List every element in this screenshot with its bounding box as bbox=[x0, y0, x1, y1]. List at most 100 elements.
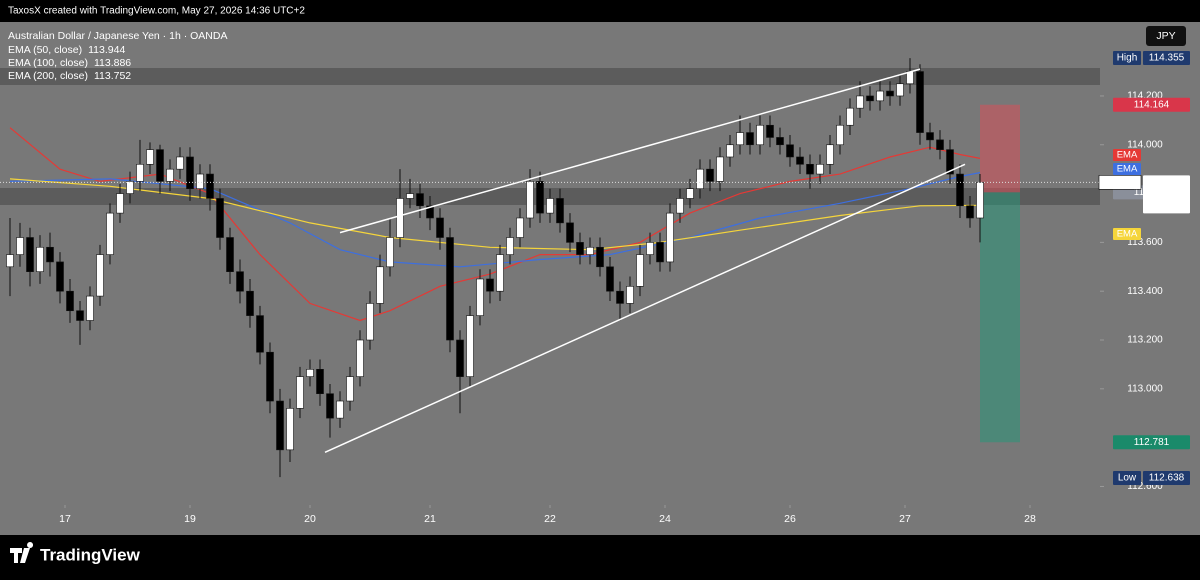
candle-body bbox=[826, 144, 834, 165]
candle-body bbox=[236, 271, 244, 292]
candle-body bbox=[956, 173, 964, 207]
candle-body bbox=[756, 124, 764, 146]
ema-line bbox=[9, 127, 981, 322]
legend-name: EMA (200, close) bbox=[8, 70, 88, 82]
candle-body bbox=[226, 237, 234, 272]
last-change: +0.48% bbox=[1149, 189, 1183, 200]
candle-body bbox=[66, 290, 74, 312]
candle-body bbox=[656, 242, 664, 263]
ema-line bbox=[9, 172, 981, 268]
currency-button[interactable] bbox=[1146, 26, 1186, 46]
candle-body bbox=[876, 90, 884, 102]
candle-body bbox=[156, 149, 164, 182]
ema-tag: EMA bbox=[1117, 150, 1138, 161]
candle-body bbox=[836, 124, 844, 146]
candle-body bbox=[56, 261, 64, 292]
x-tick-label: 17 bbox=[59, 513, 71, 525]
candle-body bbox=[446, 237, 454, 341]
candle-body bbox=[276, 400, 284, 451]
candle-body bbox=[606, 266, 614, 292]
candle-body bbox=[926, 132, 934, 141]
last-price: 113.846 bbox=[1148, 177, 1184, 188]
candle-body bbox=[116, 193, 124, 214]
y-tick-label: 113.400 bbox=[1127, 286, 1163, 297]
candle-body bbox=[496, 254, 504, 292]
countdown: 23:40 bbox=[1153, 201, 1178, 212]
candle-body bbox=[626, 286, 634, 304]
candle-body bbox=[586, 246, 594, 255]
y-tick-label: 114.000 bbox=[1127, 139, 1163, 150]
stop-tag-bg bbox=[1113, 97, 1190, 112]
candle-body bbox=[396, 198, 404, 238]
candle-body bbox=[676, 198, 684, 214]
candle-body bbox=[716, 156, 724, 182]
candle-body bbox=[46, 246, 54, 263]
low-tag: 112.638 bbox=[1149, 473, 1185, 484]
candle-body bbox=[686, 188, 694, 199]
candle-body bbox=[566, 222, 574, 243]
candle-body bbox=[816, 163, 824, 175]
candle-body bbox=[736, 132, 744, 146]
candle-body bbox=[936, 139, 944, 150]
target-tag-bg bbox=[1113, 435, 1190, 450]
y-tick-label: 113.000 bbox=[1127, 383, 1163, 394]
candle-body bbox=[336, 400, 344, 419]
candle-body bbox=[96, 254, 104, 297]
ema-tag: EMA bbox=[1117, 229, 1138, 240]
ema-tag: EMA bbox=[1117, 164, 1138, 175]
candle-body bbox=[616, 290, 624, 304]
candle-body bbox=[306, 369, 314, 377]
candle-body bbox=[106, 212, 114, 255]
header-title: TaxosX created with TradingView.com, May… bbox=[8, 6, 305, 17]
legend-value: 113.944 bbox=[88, 44, 125, 56]
candle-body bbox=[166, 168, 174, 182]
candle-body bbox=[406, 193, 414, 199]
low-tag-bg bbox=[1143, 471, 1190, 485]
x-tick-label: 19 bbox=[184, 513, 196, 525]
candle-body bbox=[476, 278, 484, 316]
candle-body bbox=[26, 237, 34, 272]
candle-body bbox=[646, 242, 654, 255]
trendline bbox=[324, 163, 966, 453]
symbol-tag-bg bbox=[1098, 175, 1142, 190]
candle-body bbox=[246, 290, 254, 316]
high-tag-bg bbox=[1143, 51, 1190, 65]
logo-icon bbox=[10, 542, 34, 563]
candle-body bbox=[346, 376, 354, 402]
high-tag-label: High bbox=[1117, 53, 1138, 64]
y-tick-label: 113.600 bbox=[1127, 237, 1163, 248]
candle-body bbox=[316, 369, 324, 395]
candle-body bbox=[796, 156, 804, 165]
candle-body bbox=[216, 198, 224, 238]
position-target bbox=[980, 192, 1020, 443]
candle-body bbox=[946, 149, 954, 175]
candle-body bbox=[806, 163, 814, 175]
candle-body bbox=[466, 315, 474, 377]
currency-label[interactable]: JPY bbox=[1156, 30, 1175, 42]
candle-body bbox=[256, 315, 264, 353]
band bbox=[0, 68, 1100, 85]
x-tick-label: 24 bbox=[659, 513, 671, 525]
candle-body bbox=[766, 124, 774, 138]
x-tick-label: 22 bbox=[544, 513, 556, 525]
candle-body bbox=[386, 237, 394, 268]
trendline bbox=[339, 68, 921, 234]
candle-body bbox=[706, 168, 714, 182]
symbol-tag: AUDJPY bbox=[1100, 177, 1140, 188]
candle-body bbox=[16, 237, 24, 255]
candle-body bbox=[786, 144, 794, 158]
candle-body bbox=[596, 246, 604, 268]
footer-logo: TradingView bbox=[10, 542, 141, 564]
candle-body bbox=[516, 217, 524, 238]
candle-body bbox=[726, 144, 734, 158]
footer-brand: TradingView bbox=[40, 545, 141, 564]
candle-body bbox=[366, 303, 374, 341]
plot bbox=[0, 58, 1100, 478]
x-tick-label: 20 bbox=[304, 513, 316, 525]
candle-body bbox=[526, 181, 534, 219]
x-tick-label: 21 bbox=[424, 513, 436, 525]
candle-body bbox=[536, 181, 544, 214]
position-stop bbox=[980, 104, 1020, 193]
x-tick-label: 28 bbox=[1024, 513, 1036, 525]
